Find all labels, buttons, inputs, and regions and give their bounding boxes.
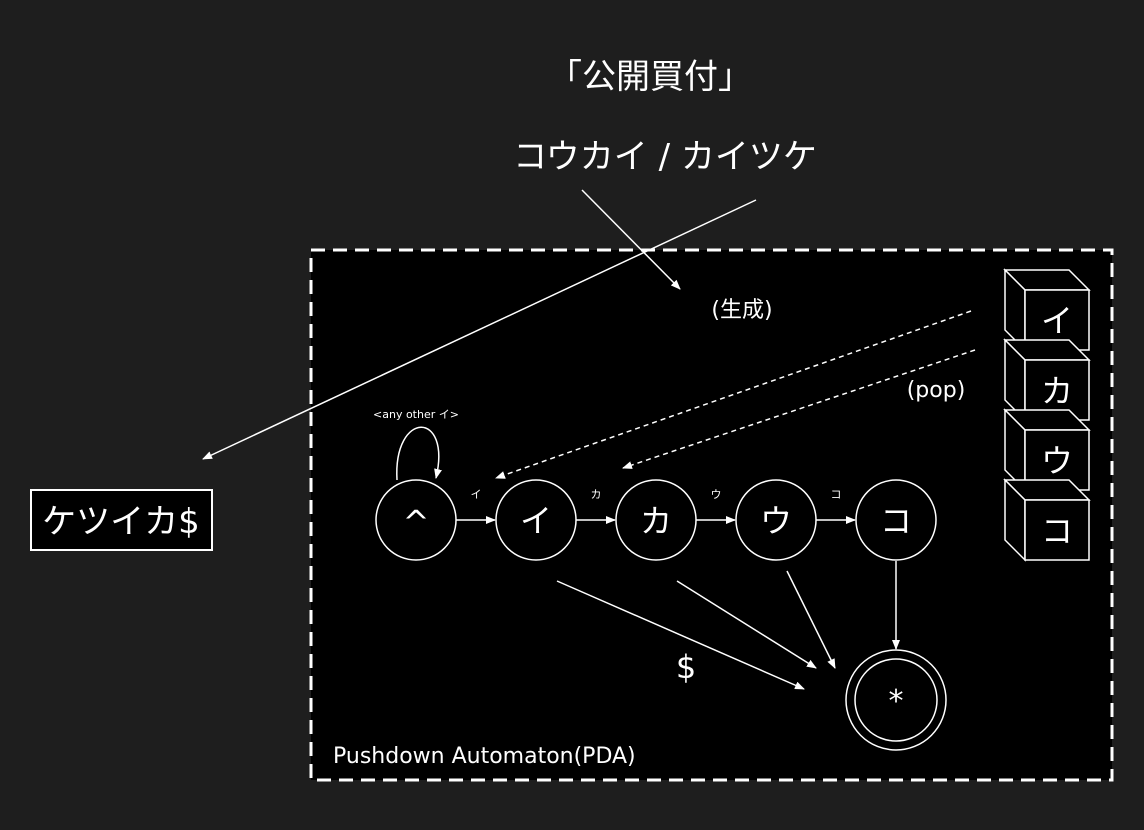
stack-item-label: イ	[1041, 302, 1073, 340]
stack-item: カ	[1003, 338, 1091, 422]
pop-label: (pop)	[907, 378, 966, 403]
state-i: イ	[495, 479, 577, 561]
input-arrow	[581, 189, 681, 290]
title-text: 「公開買付」	[548, 57, 752, 97]
accept-arrow-3	[786, 570, 836, 669]
stack-item-label: カ	[1041, 372, 1073, 410]
accept-state: *	[845, 649, 947, 751]
output-arrow	[202, 199, 757, 460]
stack-item-label: コ	[1041, 512, 1073, 550]
state-start-label: ^	[403, 503, 430, 541]
state-ka: カ	[615, 479, 697, 561]
transition-label-2: カ	[591, 488, 602, 501]
state-ko: コ	[855, 479, 937, 561]
transition-label-3: ウ	[711, 488, 722, 501]
state-u-label: ウ	[760, 502, 792, 540]
stack-item: ウ	[1003, 408, 1091, 492]
generate-label: (生成)	[711, 298, 772, 323]
output-box	[30, 489, 213, 551]
stack: イ カ ウ コ	[1003, 268, 1091, 562]
stack-item: コ	[1003, 478, 1091, 562]
pop-arrow-1	[495, 310, 972, 479]
accept-state-label: *	[889, 684, 904, 719]
state-u: ウ	[735, 479, 817, 561]
transition-label-4: コ	[831, 488, 842, 501]
reading-text: コウカイ / カイツケ	[513, 137, 817, 177]
pda-label: Pushdown Automaton(PDA)	[333, 744, 636, 769]
accept-arrow-2	[676, 580, 817, 669]
accept-arrow-1	[556, 580, 805, 690]
state-ko-label: コ	[880, 502, 912, 540]
end-symbol-label: $	[676, 648, 696, 686]
self-loop-label: <any other イ>	[373, 408, 459, 421]
stack-item: イ	[1003, 268, 1091, 352]
transition-label-1: イ	[471, 488, 482, 501]
state-start: ^	[375, 479, 457, 561]
stack-item-label: ウ	[1041, 442, 1073, 480]
self-loop-arrow	[396, 426, 442, 481]
state-ka-label: カ	[640, 502, 672, 540]
state-i-label: イ	[520, 502, 552, 540]
output-box-text: ケツイカ$	[42, 502, 200, 542]
pop-arrow-2	[622, 349, 976, 469]
